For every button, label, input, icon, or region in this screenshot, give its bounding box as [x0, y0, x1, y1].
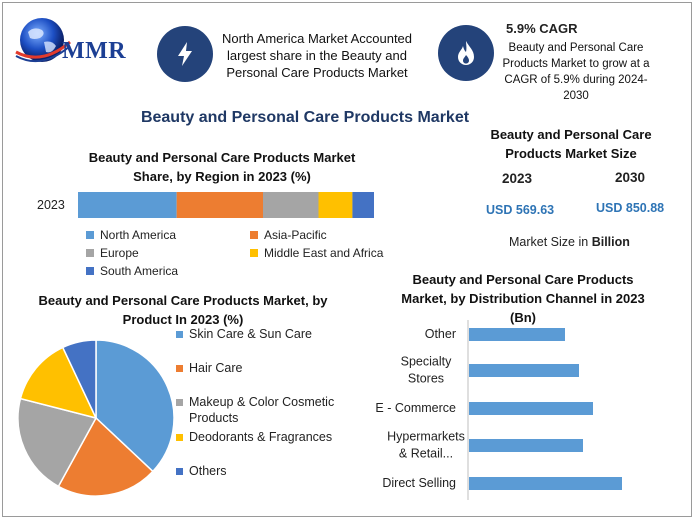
- globe-icon: [15, 18, 71, 63]
- region-bar-segment-middle-east-and-africa: [318, 192, 353, 218]
- legend-swatch: [176, 365, 183, 372]
- region-chart-title: Beauty and Personal Care Products Market…: [88, 150, 356, 184]
- channel-bar-chart: Other Specialty Stores E - Commerce Hypermar…: [375, 320, 622, 500]
- region-bar-segment-north-america: [78, 192, 177, 218]
- market-size-value-2030: USD 850.88: [596, 201, 665, 215]
- region-bar-segment-asia-pacific: [176, 192, 263, 218]
- pie-slice-others: [61, 339, 97, 419]
- channel-label: Direct Selling: [382, 476, 456, 490]
- legend-south-america: South America: [86, 264, 178, 278]
- legend-asia-pacific: Asia-Pacific: [250, 228, 327, 242]
- channel-chart-title: Beauty and Personal Care Products Market…: [401, 272, 645, 325]
- channel-label: Hypermarkets & Retail...: [387, 430, 465, 461]
- legend-swatch: [176, 331, 183, 338]
- channel-bar-direct-selling: [469, 477, 622, 490]
- pie-slice-makeup-color-cosmetic-products: [17, 397, 98, 488]
- market-size-value-2023: USD 569.63: [486, 203, 555, 217]
- flame-icon: [438, 25, 494, 81]
- market-size-title: Beauty and Personal Care Products Market…: [490, 127, 652, 161]
- legend-swatch: [176, 399, 183, 406]
- channel-label: E - Commerce: [375, 401, 456, 415]
- region-stacked-bar: [78, 192, 374, 218]
- channel-bar-hypermarkets-retail: [469, 439, 583, 452]
- pie-slice-skin-care-sun-care: [95, 339, 175, 473]
- legend-swatch: [250, 249, 258, 257]
- legend-north-america: North America: [86, 228, 176, 242]
- mmr-logo: MMR: [12, 12, 142, 74]
- header-fact-cagr: Beauty and Personal Care Products Market…: [502, 42, 650, 102]
- product-chart-title: Beauty and Personal Care Products Market…: [38, 293, 328, 327]
- channel-bar-e-commerce: [469, 402, 593, 415]
- cagr-heading: 5.9% CAGR: [506, 21, 578, 36]
- legend-swatch: [176, 434, 183, 441]
- lightning-icon: [157, 26, 213, 82]
- legend-swatch: [250, 231, 258, 239]
- channel-bar-other: [469, 328, 565, 341]
- region-year-label: 2023: [37, 198, 65, 212]
- legend-swatch: [86, 267, 94, 275]
- pie-slice-deodorants-fragrances: [19, 346, 98, 420]
- main-title: Beauty and Personal Care Products Market: [140, 109, 470, 126]
- region-bar-segment-south-america: [352, 192, 374, 218]
- market-size-year-2030: 2030: [615, 170, 646, 185]
- legend-swatch: [86, 249, 94, 257]
- channel-label: Specialty Stores: [401, 355, 452, 386]
- logo-text: MMR: [62, 38, 127, 64]
- region-bar-segment-europe: [263, 192, 319, 218]
- market-size-year-2023: 2023: [502, 171, 533, 186]
- legend-swatch: [86, 231, 94, 239]
- legend-mea: Middle East and Africa: [250, 246, 383, 260]
- legend-swatch: [176, 468, 183, 475]
- pie-slice-hair-care: [57, 416, 154, 497]
- channel-bar-specialty-stores: [469, 364, 579, 377]
- market-size-unit-note: Market Size in Billion: [509, 235, 630, 249]
- header-fact-north-america: North America Market Accounted largest s…: [221, 31, 413, 80]
- legend-europe: Europe: [86, 246, 139, 260]
- channel-label: Other: [425, 327, 456, 341]
- product-pie-chart: [17, 339, 175, 497]
